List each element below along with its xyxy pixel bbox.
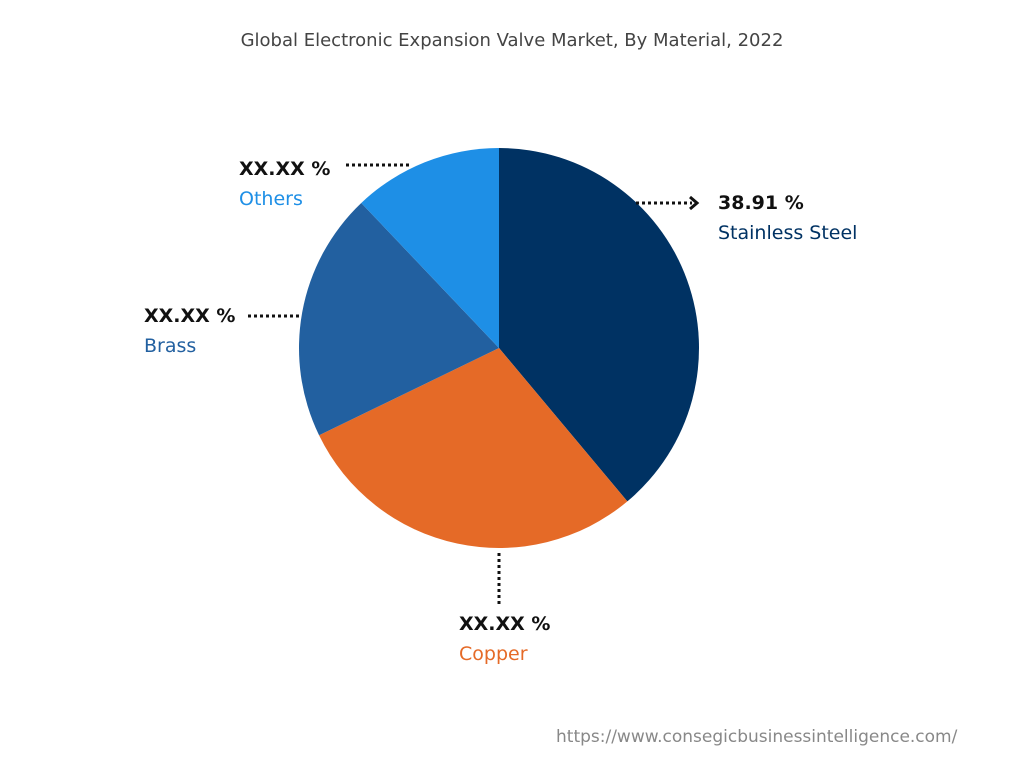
category-label: Others: [239, 188, 303, 210]
value-label: XX.XX %: [459, 613, 551, 635]
slice-stainless-steel: [499, 148, 700, 502]
category-label: Stainless Steel: [718, 222, 858, 244]
category-label: Brass: [144, 335, 197, 357]
slice-brass: [298, 202, 499, 436]
label-brass: XX.XX % Brass: [144, 301, 235, 361]
label-stainless-steel: 38.91 % Stainless Steel: [718, 188, 857, 248]
label-copper: XX.XX % Copper: [459, 609, 550, 669]
slice-others: [361, 148, 499, 348]
value-label: XX.XX %: [144, 305, 236, 327]
label-others: XX.XX % Others: [239, 154, 330, 214]
category-label: Copper: [459, 643, 528, 665]
slice-copper: [319, 348, 628, 548]
value-label: 38.91 %: [718, 192, 804, 214]
arrow-head-icon: [689, 195, 700, 211]
value-label: XX.XX %: [239, 158, 331, 180]
chart-title: Global Electronic Expansion Valve Market…: [240, 30, 784, 51]
source-url[interactable]: https://www.consegicbusinessintelligence…: [556, 727, 958, 747]
